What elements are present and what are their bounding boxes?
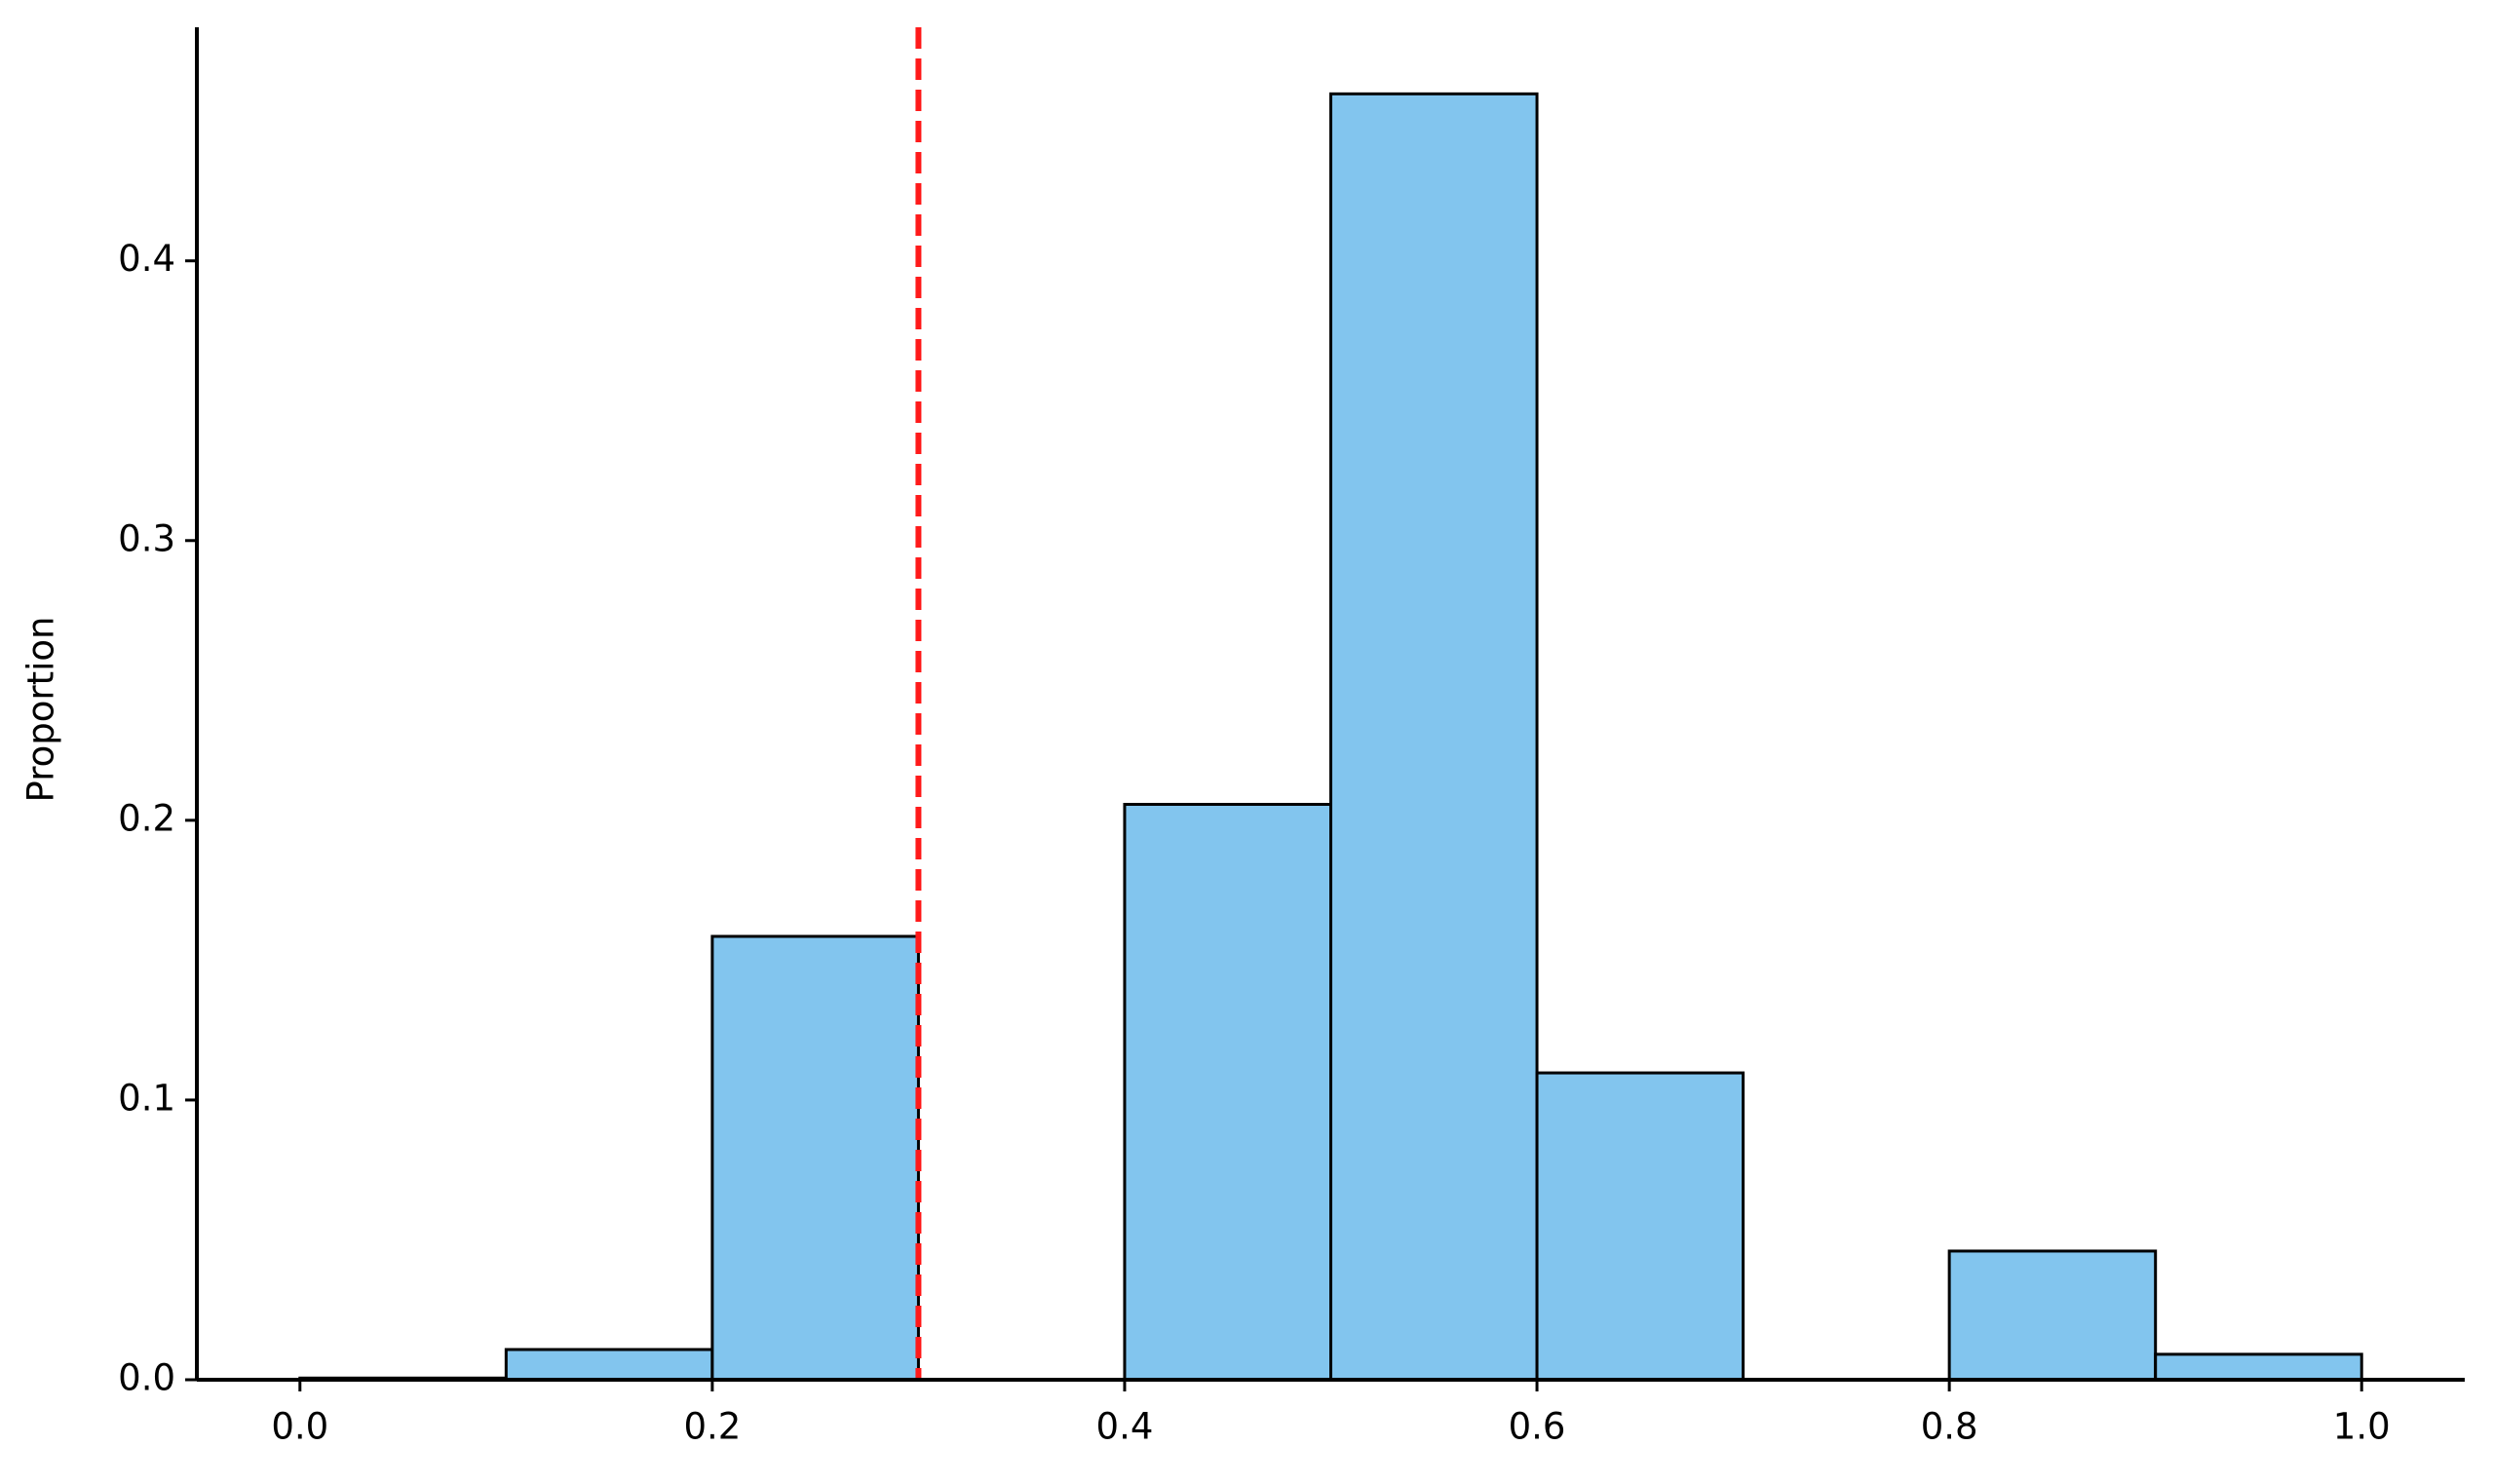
x-tick-label: 1.0 <box>2333 1406 2391 1448</box>
y-tick-label: 0.1 <box>118 1077 175 1119</box>
y-axis-label: Proportion <box>20 617 62 803</box>
x-tick-label: 0.4 <box>1096 1406 1154 1448</box>
x-tick-label: 0.0 <box>271 1406 328 1448</box>
bar <box>710 934 920 1382</box>
bar <box>1535 1071 1745 1382</box>
bar <box>504 1348 714 1382</box>
bar <box>1947 1249 2158 1382</box>
y-tick-label: 0.2 <box>118 797 175 839</box>
y-tick-label: 0.3 <box>118 517 175 559</box>
x-tick-label: 0.2 <box>683 1406 741 1448</box>
y-tick-label: 0.0 <box>118 1357 175 1399</box>
bar <box>1329 92 1539 1382</box>
bar <box>1123 802 1333 1382</box>
x-tick-label: 0.6 <box>1509 1406 1566 1448</box>
y-tick-label: 0.4 <box>118 238 175 280</box>
x-tick-label: 0.8 <box>1921 1406 1978 1448</box>
bar <box>2154 1352 2363 1382</box>
